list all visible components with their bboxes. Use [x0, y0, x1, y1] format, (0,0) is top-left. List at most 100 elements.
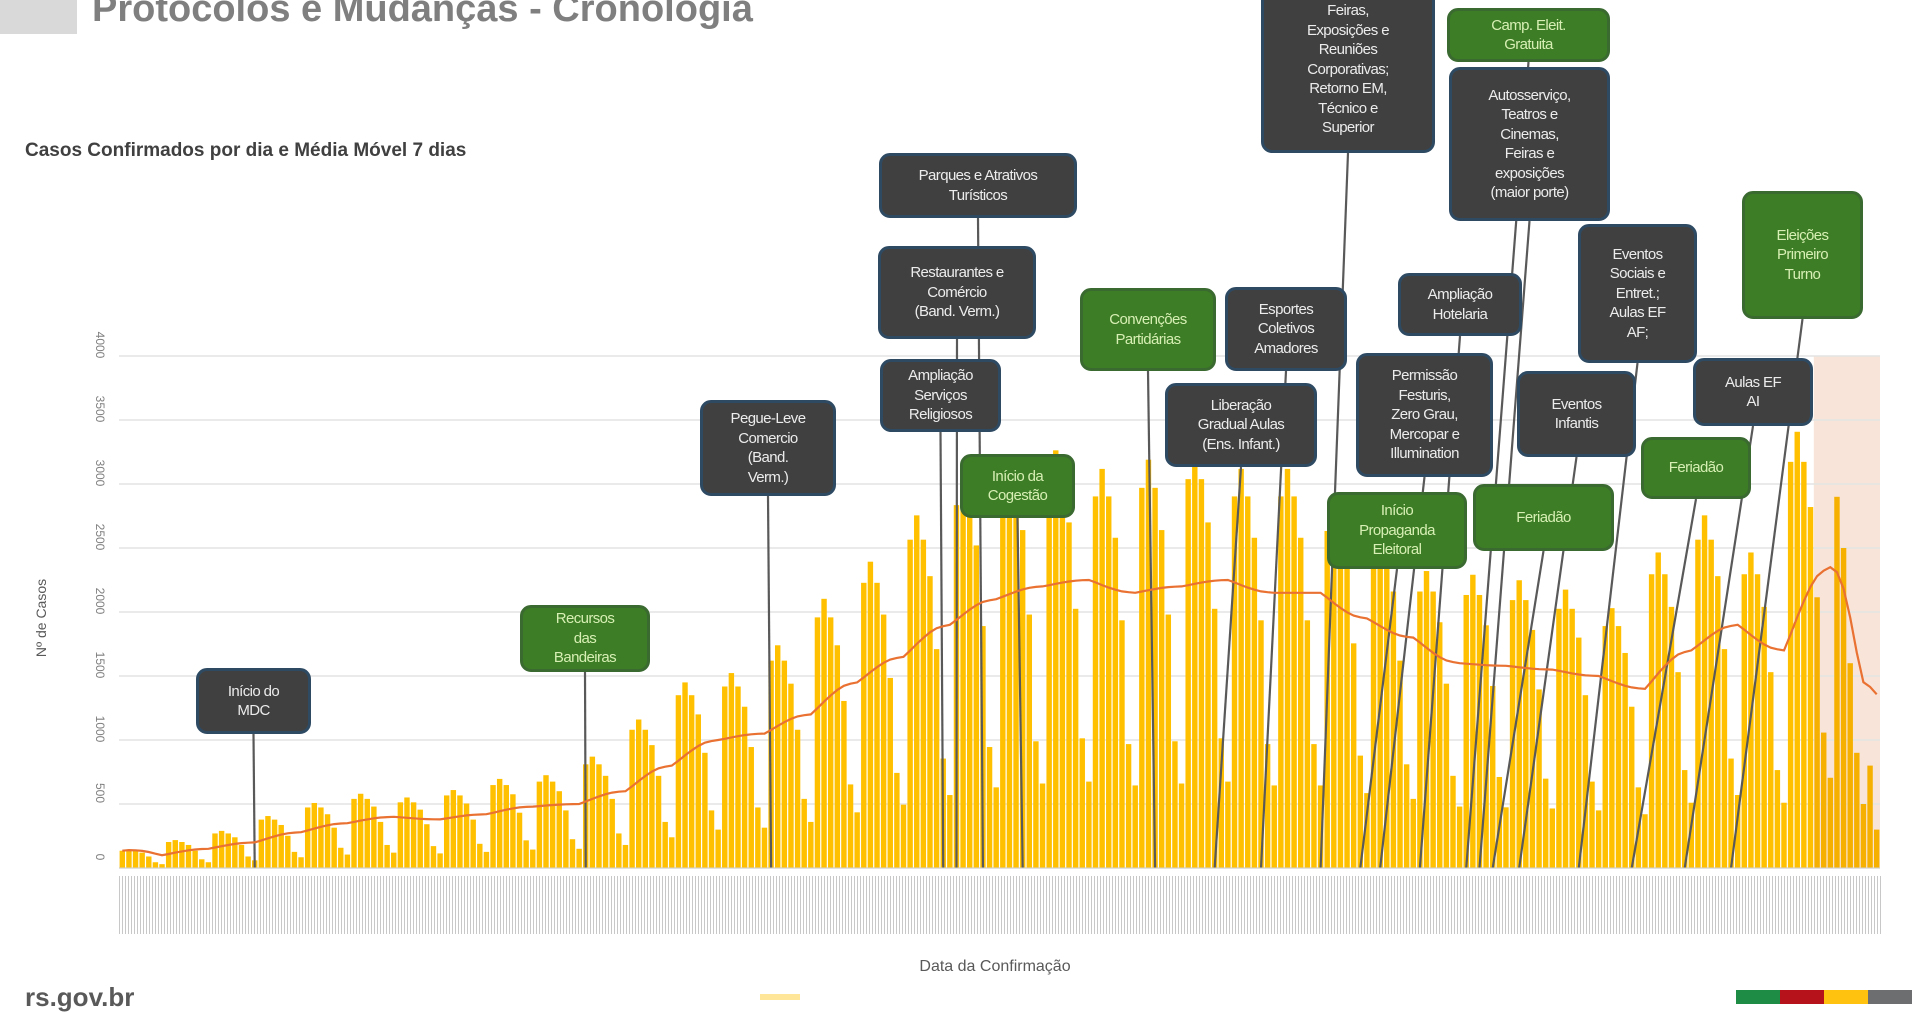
bar: [357, 793, 364, 868]
bar: [1304, 620, 1311, 868]
bar: [364, 798, 370, 868]
bar: [179, 842, 185, 868]
bar: [1039, 783, 1046, 868]
page-title: Protocolos e Mudanças - Cronologia: [92, 0, 753, 30]
bar: [1821, 732, 1827, 868]
bar: [1284, 468, 1291, 868]
bar: [463, 803, 470, 868]
bar: [1245, 496, 1251, 868]
bar: [702, 752, 708, 868]
bar: [1589, 781, 1595, 868]
bar: [887, 677, 893, 868]
bar: [404, 797, 410, 868]
bar: [960, 478, 966, 868]
bar: [159, 864, 165, 868]
bar: [1092, 496, 1099, 868]
bar: [1781, 802, 1787, 868]
bar: [1443, 683, 1450, 868]
bar: [496, 778, 503, 868]
bar: [1211, 608, 1218, 868]
bar: [986, 747, 993, 868]
bar: [1470, 574, 1476, 868]
bar: [867, 561, 874, 868]
bar: [238, 844, 245, 868]
bar: [1701, 515, 1708, 868]
bar: [1490, 685, 1496, 868]
bar: [1529, 629, 1536, 868]
bar: [775, 645, 781, 868]
bar: [1430, 591, 1436, 868]
bar: [788, 683, 794, 868]
bar: [490, 785, 496, 868]
annotation-leader-line: [1359, 568, 1399, 869]
bar: [1582, 695, 1589, 868]
bar: [900, 804, 907, 868]
bar: [1225, 781, 1231, 868]
bar: [1827, 777, 1834, 868]
chart-title: Casos Confirmados por dia e Média Móvel …: [25, 140, 467, 161]
bar: [424, 824, 430, 868]
bar: [1165, 614, 1172, 868]
bar: [1331, 506, 1337, 868]
annotation-leader-line: [1630, 498, 1698, 869]
bar: [1807, 507, 1814, 868]
bar: [1218, 738, 1224, 868]
annotation-box: Início da Cogestão: [960, 454, 1075, 518]
annotation-box: Eventos Sociais e Entret.; Aulas EF AF;: [1578, 224, 1697, 363]
bar: [1317, 785, 1324, 868]
bar: [609, 798, 615, 868]
bar: [410, 802, 417, 868]
bar: [1139, 487, 1145, 868]
bar: [589, 756, 596, 868]
bar: [212, 833, 218, 868]
bar: [344, 854, 351, 868]
annotation-box: Eleições Primeiro Turno: [1742, 191, 1863, 319]
bar: [1172, 741, 1178, 868]
bar: [1576, 637, 1582, 868]
bar: [695, 714, 701, 868]
bar: [827, 617, 834, 868]
bar: [146, 856, 152, 868]
bar: [874, 582, 880, 868]
bar: [616, 833, 622, 868]
bar: [655, 775, 662, 868]
bar: [1609, 608, 1615, 868]
bar: [880, 614, 887, 868]
bar: [947, 795, 953, 868]
bar: [1437, 622, 1443, 868]
bar: [966, 505, 973, 868]
bar: [271, 819, 278, 868]
bar: [1370, 556, 1377, 868]
bar: [1423, 571, 1430, 868]
bar: [1463, 594, 1469, 868]
bar: [1026, 614, 1033, 868]
bar: [907, 539, 913, 868]
annotation-box: Restaurantes e Comércio (Band. Verm.): [878, 246, 1036, 339]
bar: [1483, 625, 1489, 868]
bar: [324, 814, 331, 868]
bar: [781, 660, 788, 868]
bar: [278, 824, 284, 868]
bar: [629, 729, 635, 868]
bar: [417, 809, 423, 868]
bar: [371, 806, 377, 868]
bar: [443, 795, 450, 868]
bar: [556, 791, 562, 868]
bar: [1834, 496, 1840, 868]
bar: [821, 598, 827, 868]
bar: [1516, 580, 1522, 868]
bar: [1059, 479, 1066, 868]
bar: [1840, 548, 1847, 868]
y-tick-label: 3500: [93, 395, 107, 423]
bar: [218, 830, 225, 868]
bar: [761, 827, 768, 868]
y-tick-label: 2500: [93, 523, 107, 551]
bar: [1185, 479, 1191, 868]
x-axis-label: Data da Confirmação: [919, 958, 1071, 975]
bar: [1158, 530, 1165, 868]
site-url[interactable]: rs.gov.br: [25, 982, 135, 1012]
bar: [1450, 775, 1456, 868]
annotation-box: Ampliação Hotelaria: [1398, 273, 1522, 336]
bar: [185, 844, 192, 868]
annotation-box: Início do MDC: [196, 668, 311, 734]
